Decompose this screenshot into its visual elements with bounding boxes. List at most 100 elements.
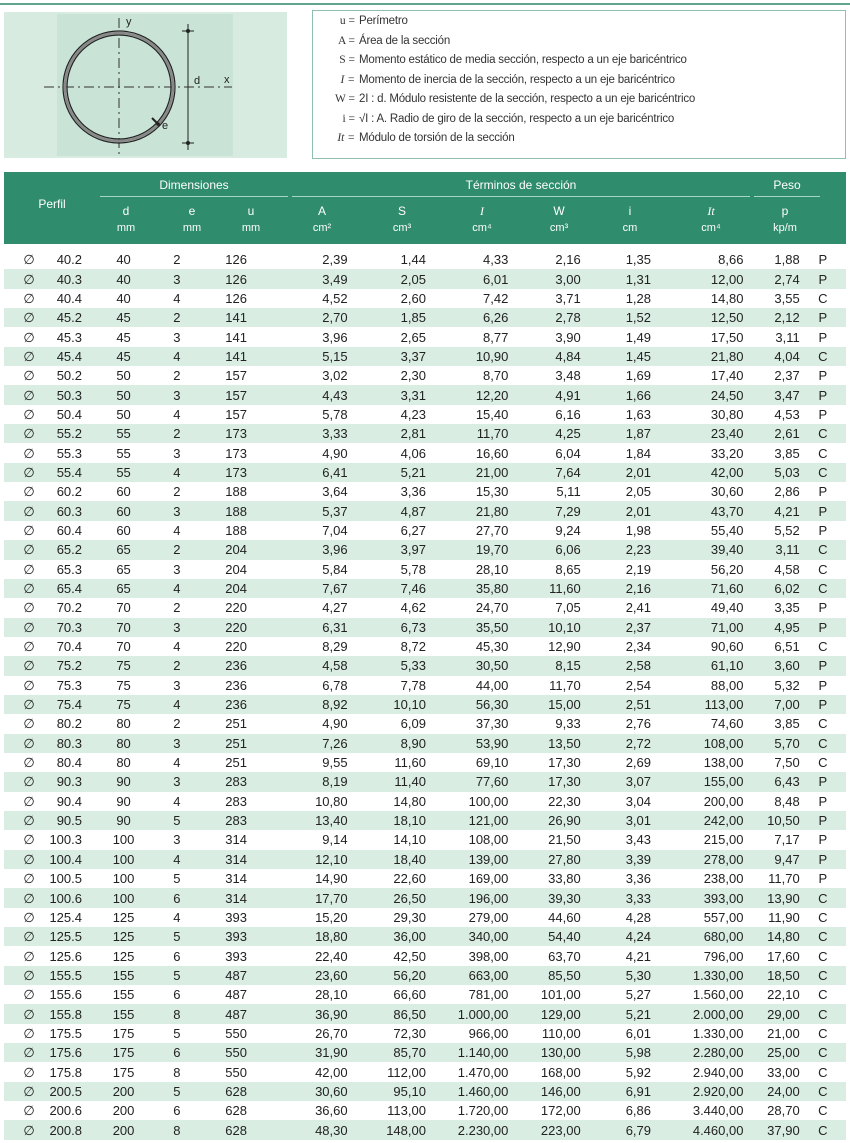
w-value: 7,29 (508, 501, 581, 521)
weight-value: 5,70 (743, 733, 800, 753)
inertia-value: 19,70 (425, 540, 509, 560)
d-value: 75 (100, 694, 147, 715)
w-value: 22,30 (548, 793, 581, 809)
area-value: 3,33 (265, 424, 348, 444)
diameter-symbol: ∅ (23, 1122, 35, 1138)
diameter-symbol: ∅ (23, 1083, 35, 1099)
torsion-value: 8,66 (718, 252, 744, 268)
profile-cell: ∅ 65.2 (4, 540, 101, 560)
inertia-value: 8,77 (483, 329, 509, 345)
inertia-value: 30,50 (425, 656, 509, 676)
area-value: 31,90 (265, 1043, 348, 1063)
inertia-value: 11,70 (425, 424, 509, 444)
e-value: 3 (146, 733, 207, 753)
class-value: C (818, 290, 828, 306)
profiles-table: ∅ 40.2 40 2 126 2,39 1,44 4,33 2,16 1,35 8,66 1,88 P… (4, 250, 846, 1140)
inertia-value: 966,00 (468, 1025, 509, 1041)
weight-value: 4,04 (743, 346, 800, 367)
u-value: 236 (206, 656, 266, 676)
e-value: 4 (173, 290, 181, 306)
profile-cell: ∅ 50.3 (4, 385, 101, 405)
legend-description: Área de la sección (359, 34, 451, 47)
u-value: 220 (206, 617, 266, 637)
e-value: 2 (146, 308, 207, 328)
w-value: 17,30 (508, 772, 581, 792)
legend-row: It = Módulo de torsión de la sección (323, 132, 845, 152)
torsion-value: 14,80 (710, 290, 744, 306)
s-value: 26,50 (347, 888, 426, 908)
inertia-value: 69,10 (475, 755, 509, 771)
area-value: 15,20 (315, 909, 348, 925)
profile-cell: ∅ 125.4 (4, 908, 100, 927)
radius-value: 3,04 (625, 793, 652, 809)
torsion-value: 23,40 (651, 424, 744, 444)
class-value: C (799, 1043, 846, 1063)
area-value: 4,27 (322, 600, 348, 616)
torsion-value: 30,60 (710, 484, 744, 500)
radius-value: 4,28 (625, 909, 652, 925)
radius-value: 3,07 (580, 772, 652, 792)
table-row: ∅ 155.8 155 8 487 36,90 86,50 1.000,00 129,00 5,2… (4, 1004, 846, 1024)
table-row: ∅ 75.2 75 2 236 4,58 5,33 30,50 8,15 2,58 61,10 3,6… (4, 656, 846, 676)
radius-value: 3,43 (625, 832, 652, 848)
w-value: 146,00 (508, 1081, 581, 1102)
table-row: ∅ 200.5 200 5 628 30,60 95,10 1.460,00 146,00 6,9… (4, 1081, 846, 1102)
torsion-value: 2.920,00 (651, 1081, 744, 1102)
weight-value: 2,37 (774, 368, 800, 384)
diameter-symbol: ∅ (23, 639, 35, 655)
u-value: 283 (206, 772, 266, 792)
class-value: P (799, 501, 846, 521)
e-value: 5 (146, 810, 207, 831)
class-value: C (818, 1064, 828, 1080)
diameter-symbol: ∅ (23, 368, 35, 384)
class-value: P (818, 677, 828, 693)
profile-cell: ∅ 100.5 (4, 869, 100, 888)
column-symbol: u (247, 204, 255, 218)
radius-value: 2,01 (580, 501, 652, 521)
d-value: 60 (116, 484, 131, 500)
torsion-value: 155,00 (651, 772, 744, 792)
class-value: C (818, 755, 828, 771)
dim-d-label: d (194, 75, 200, 87)
u-value: 157 (225, 406, 247, 422)
weight-value: 2,74 (743, 269, 800, 289)
s-value: 6,73 (347, 617, 426, 637)
radius-value: 5,27 (625, 987, 652, 1003)
area-value: 8,29 (322, 639, 348, 655)
torsion-value: 71,60 (651, 578, 744, 599)
table-row: ∅ 55.4 55 4 173 6,41 5,21 21,00 7,64 2,01 42,00 5,0… (4, 462, 846, 483)
u-value: 314 (206, 849, 266, 869)
weight-value: 25,00 (743, 1043, 800, 1063)
u-value: 126 (225, 252, 247, 268)
table-row: ∅ 90.5 90 5 283 13,40 18,10 121,00 26,90 3,01 242,… (4, 810, 846, 831)
d-value: 55 (100, 424, 147, 444)
legend-symbol: W = (334, 93, 355, 105)
torsion-value: 138,00 (703, 755, 744, 771)
weight-value: 22,10 (767, 987, 800, 1003)
class-value: C (818, 561, 828, 577)
inertia-value: 340,00 (425, 927, 509, 947)
column-symbol: S (397, 204, 406, 218)
e-value: 3 (173, 329, 181, 345)
w-value: 85,50 (508, 965, 581, 986)
w-value: 33,80 (548, 871, 581, 887)
u-value: 283 (225, 793, 247, 809)
e-value: 6 (146, 1043, 207, 1063)
torsion-value: 56,20 (710, 561, 744, 577)
s-value: 29,30 (393, 909, 426, 925)
table-row: ∅ 125.5 125 5 393 18,80 36,00 340,00 54,40 4,24 68… (4, 927, 846, 947)
diameter-symbol: ∅ (23, 426, 35, 442)
diameter-symbol: ∅ (23, 581, 35, 597)
profile-designation: 60.4 (56, 522, 82, 538)
class-value: C (818, 909, 828, 925)
w-value: 130,00 (508, 1043, 581, 1063)
column-symbol: It (707, 204, 715, 218)
d-value: 100 (100, 849, 147, 869)
weight-value: 37,90 (743, 1120, 800, 1140)
class-value: P (818, 871, 828, 887)
torsion-value: 12,50 (651, 308, 744, 328)
weight-value: 4,21 (743, 501, 800, 521)
legend-symbol: A = (337, 34, 355, 47)
e-value: 4 (173, 793, 181, 809)
area-value: 22,40 (315, 948, 348, 964)
